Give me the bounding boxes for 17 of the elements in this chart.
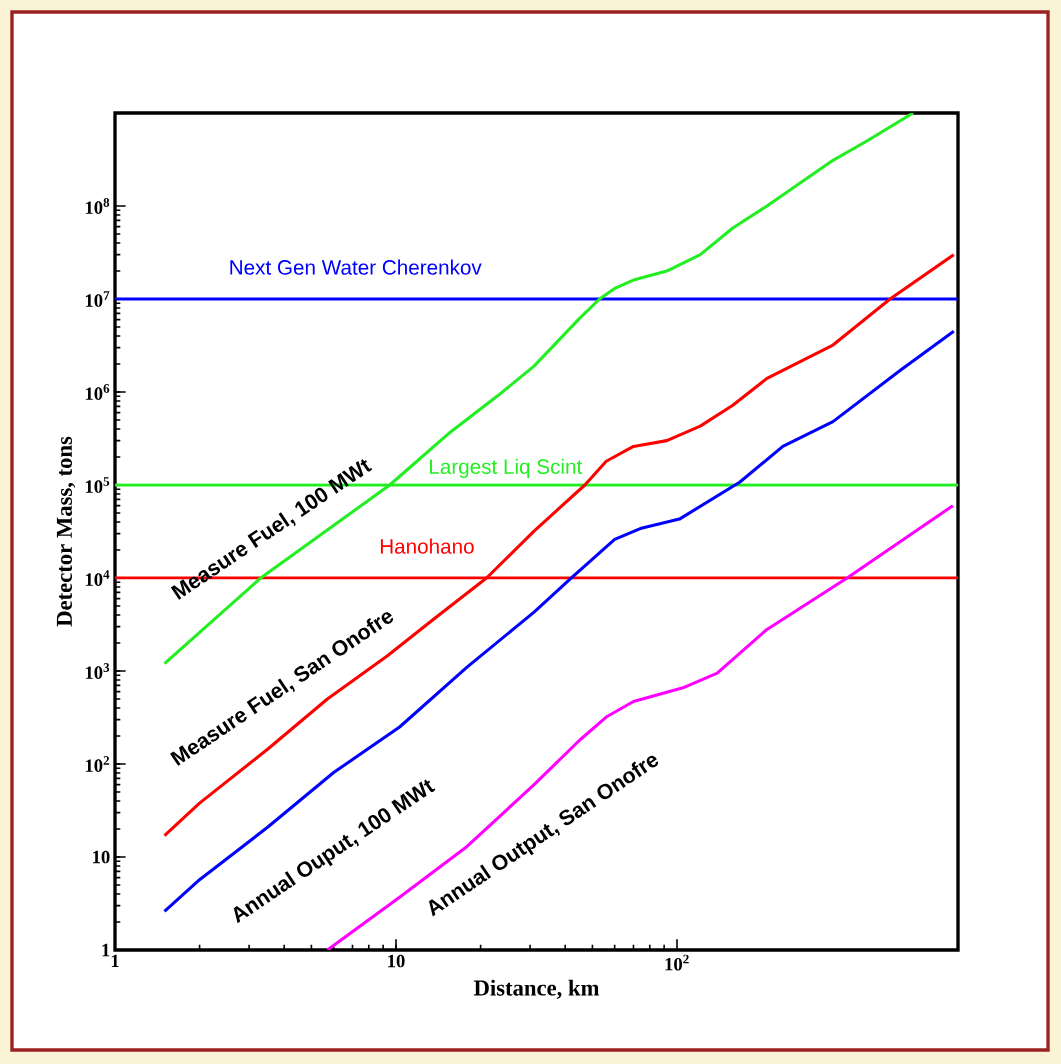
x-tick-label: 1	[111, 954, 119, 968]
y-tick-label: 10$^{6}$	[85, 384, 110, 400]
y-tick-label: 10$^{7}$	[85, 291, 110, 307]
ref-line-label: Largest Liq Scint	[430, 458, 583, 479]
y-tick-label: 10$^{3}$	[85, 663, 110, 679]
y-tick-label: 10$^{5}$	[85, 477, 110, 493]
y-tick-label: 1	[102, 943, 110, 957]
y-axis-title: Detector Mass, tons	[56, 436, 76, 627]
y-tick-label: 10	[93, 850, 110, 864]
y-tick-label: 10$^{4}$	[85, 570, 110, 586]
x-tick-label: 10	[388, 954, 405, 968]
ref-line-label: Hanohano	[380, 538, 474, 554]
y-tick-label: 10$^{8}$	[85, 198, 110, 214]
y-tick-label: 10$^{2}$	[85, 756, 110, 772]
x-tick-label: 10$^{2}$	[665, 954, 689, 971]
x-axis-title: Distance, km	[473, 979, 600, 999]
ref-line-label: Next Gen Water Cherenkov	[230, 259, 482, 275]
